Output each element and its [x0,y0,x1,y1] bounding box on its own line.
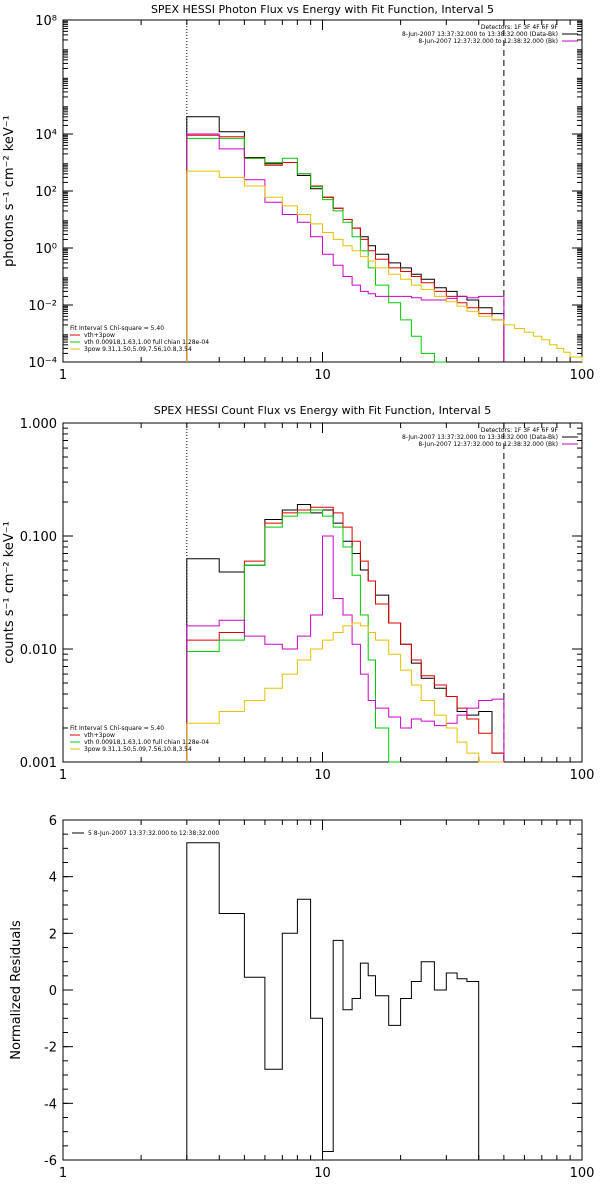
y-tick-label: 10⁴ [35,128,57,143]
y-tick-label: 2 [49,927,57,942]
series-vth [186,509,401,763]
x-tick-label: 10 [314,1166,331,1181]
x-tick-label: 1 [59,368,67,383]
y-tick-label: 10² [35,185,57,200]
legend: 5 8-Jun-2007 13:37:32.000 to 12:38:32.00… [72,830,219,837]
legend-title: Fit Interval 5 Chi-square = 5.40 [70,725,164,732]
y-tick-label: 10⁻⁴ [28,356,57,371]
header-line: 8-Jun-2007 13:37:32.000 to 13:38:32.000 … [402,31,558,38]
header-line: Detectors: 1F 3F 4F 6F 9F [481,427,559,434]
y-tick-label: 6 [49,814,57,829]
x-tick-label: 100 [570,768,595,783]
series-vth [186,137,447,363]
y-tick-label: 0.001 [20,756,57,771]
header-line: 8-Jun-2007 13:37:32.000 to 13:38:32.000 … [402,434,558,441]
header-line: Detectors: 1F 3F 4F 6F 9F [481,24,559,31]
x-tick-label: 10 [314,768,331,783]
y-tick-label: 10⁸ [35,14,57,29]
series-residual [186,842,480,1160]
legend-title: Fit Interval 5 Chi-square = 5.40 [70,325,164,332]
y-tick-label: 10⁰ [35,242,57,257]
y-tick-label: -6 [44,1154,57,1169]
legend-entry: 3pow 9.31,1.50,5.09,7.56,10.8,3.54 [84,346,192,353]
chart-title: SPEX HESSI Count Flux vs Energy with Fit… [154,404,491,417]
legend-entry: vth 0.00918,1.63,1.00 full chian 1.28e-0… [84,339,209,346]
header-line: 8-Jun-2007 12:37:32.000 to 12:38:32.000 … [418,38,558,45]
chart-3: 1 10 100 -6 -4 -2 0 2 4 6 Normalized Residuals 5 8-… [9,814,594,1181]
y-axis-label: photons s⁻¹ cm⁻² keV⁻¹ [2,115,17,267]
x-tick-label: 100 [570,368,595,383]
y-tick-label: -2 [44,1041,57,1056]
series-3pow [186,170,583,362]
y-tick-label: -4 [44,1097,57,1112]
x-tick-label: 1 [59,1166,67,1181]
y-tick-label: 0.010 [20,643,57,658]
chart-1: SPEX HESSI Photon Flux vs Energy with Fi… [2,3,594,383]
y-axis-label: counts s⁻¹ cm⁻² keV⁻¹ [2,521,17,664]
y-tick-label: 4 [49,871,57,886]
series-3pow [186,622,504,763]
series-vth-3pow [186,134,505,362]
legend-entry: vth+3pow [84,732,115,739]
legend: Fit Interval 5 Chi-square = 5.40vth+3pow… [70,325,209,353]
y-tick-label: 10⁻² [28,299,57,314]
y-tick-label: 0.100 [20,530,57,545]
series-data-bk [186,116,505,362]
legend-entry: vth+3pow [84,332,115,339]
legend: Fit Interval 5 Chi-square = 5.40vth+3pow… [70,725,209,753]
y-tick-label: 1.000 [20,417,57,432]
y-tick-label: 0 [49,984,57,999]
legend-entry: 3pow 9.31,1.50,5.09,7.56,10.8,3.54 [84,746,192,753]
legend-entry: vth 0.00918,1.63,1.00 full chian 1.28e-0… [84,739,209,746]
y-axis-label: Normalized Residuals [9,920,24,1060]
series-bk [186,535,505,762]
x-tick-label: 10 [314,368,331,383]
header-line: 8-Jun-2007 12:37:32.000 to 12:38:32.000 … [418,441,558,448]
chart-title: SPEX HESSI Photon Flux vs Energy with Fi… [151,3,494,16]
legend-entry: 5 8-Jun-2007 13:37:32.000 to 12:38:32.00… [88,830,219,837]
series-bk [186,133,505,362]
chart-2: SPEX HESSI Count Flux vs Energy with Fit… [2,404,594,783]
x-tick-label: 1 [59,768,67,783]
x-tick-label: 100 [570,1166,595,1181]
